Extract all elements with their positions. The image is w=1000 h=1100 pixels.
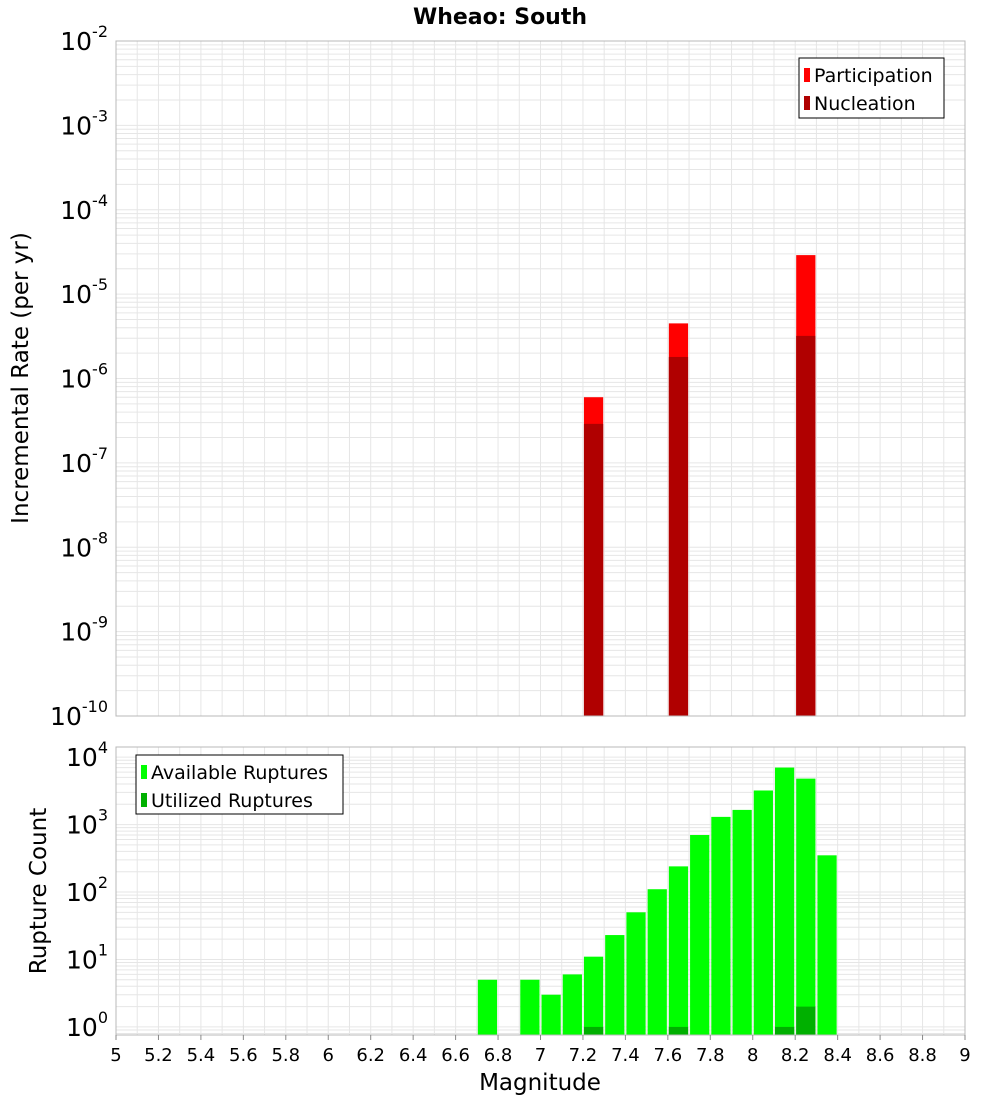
plot-frame (115, 40, 966, 717)
legend-label: Utilized Ruptures (151, 790, 313, 812)
bar (796, 778, 816, 1035)
y-tick-label: 10-8 (60, 528, 108, 562)
legend-swatch (804, 68, 810, 82)
legend-swatch (141, 765, 147, 779)
x-tick-label: 8.4 (823, 1045, 852, 1066)
x-tick-label: 5.4 (187, 1045, 216, 1066)
bar (668, 356, 689, 716)
bar (732, 809, 752, 1035)
bar (520, 979, 540, 1035)
x-tick-label: 7 (535, 1045, 546, 1066)
x-tick-label: 5 (110, 1045, 121, 1066)
bar (774, 767, 795, 1035)
y-tick-label: 10-4 (60, 191, 108, 225)
x-tick-label: 8.8 (908, 1045, 937, 1066)
bar (583, 956, 604, 1035)
chart-title: Wheao: South (413, 5, 587, 30)
bar (774, 1026, 795, 1035)
bar (541, 994, 561, 1035)
x-tick-label: 6.2 (356, 1045, 385, 1066)
bar (668, 866, 689, 1035)
x-tick-label: 5.8 (271, 1045, 300, 1066)
legend-label: Nucleation (814, 93, 916, 115)
bar (477, 979, 498, 1035)
bar (711, 816, 731, 1035)
x-tick-label: 8 (747, 1045, 758, 1066)
x-tick-label: 7.4 (611, 1045, 640, 1066)
x-tick-label: 7.8 (696, 1045, 725, 1066)
bar (562, 974, 582, 1035)
bar (626, 912, 646, 1035)
x-tick-label: 6.6 (441, 1045, 470, 1066)
legend-label: Available Ruptures (151, 762, 328, 784)
series-primary (477, 767, 837, 1035)
rupture-count-panel: 100 101 102 103 104 5 5.2 5.4 5.6 5.8 6 6.2 6.4 6.6 6.… (66, 738, 971, 1066)
x-tick-label: 7.2 (569, 1045, 598, 1066)
y-tick-label: 102 (66, 873, 108, 907)
bar (583, 1026, 604, 1035)
x-tick-label: 5.2 (144, 1045, 173, 1066)
y-tick-label: 104 (66, 738, 108, 772)
legend-swatch (141, 793, 147, 807)
x-tick-label: 6.8 (484, 1045, 513, 1066)
x-tick-label: 8.2 (781, 1045, 810, 1066)
x-tick-label: 7.6 (654, 1045, 683, 1066)
bar (605, 935, 625, 1035)
x-tick-label: 5.6 (229, 1045, 258, 1066)
y-tick-label: 10-2 (60, 22, 108, 56)
legend: Available Ruptures Utilized Ruptures (135, 754, 344, 815)
bar (817, 855, 837, 1035)
y-tick-label: 10-7 (60, 444, 108, 478)
bar (796, 1006, 816, 1035)
y-tick-label: 100 (66, 1008, 108, 1042)
x-tick-label: 9 (959, 1045, 970, 1066)
x-tick-label: 6.4 (399, 1045, 428, 1066)
legend: Participation Nucleation (798, 57, 945, 119)
series-secondary (583, 1006, 816, 1035)
top-y-axis-label: Incremental Rate (per yr) (8, 232, 34, 524)
bar (583, 423, 604, 716)
legend-box (135, 754, 344, 815)
bar (753, 790, 773, 1035)
rate-panel: 10-2 10-3 10-4 10-5 10-6 10-7 10-8 10-9 10-10 Par… (50, 22, 966, 731)
grid (115, 41, 966, 717)
legend-label: Participation (814, 65, 933, 87)
bar (647, 889, 667, 1035)
x-tick-label: 8.6 (866, 1045, 895, 1066)
series-primary (583, 255, 816, 716)
bar (796, 335, 816, 716)
bar (690, 835, 710, 1035)
y-tick-label: 10-10 (50, 697, 108, 731)
legend-box (798, 57, 945, 119)
bar (668, 1026, 689, 1035)
y-tick-label: 10-6 (60, 360, 108, 394)
series-secondary (583, 335, 816, 716)
x-tick-label: 6 (323, 1045, 334, 1066)
x-axis-label: Magnitude (479, 1070, 601, 1096)
bottom-y-axis-label: Rupture Count (26, 808, 52, 974)
y-tick-label: 103 (66, 806, 108, 840)
legend-swatch (804, 96, 810, 110)
y-tick-label: 101 (66, 940, 108, 974)
y-tick-label: 10-3 (60, 106, 108, 140)
y-tick-label: 10-9 (60, 613, 108, 647)
y-tick-label: 10-5 (60, 275, 108, 309)
